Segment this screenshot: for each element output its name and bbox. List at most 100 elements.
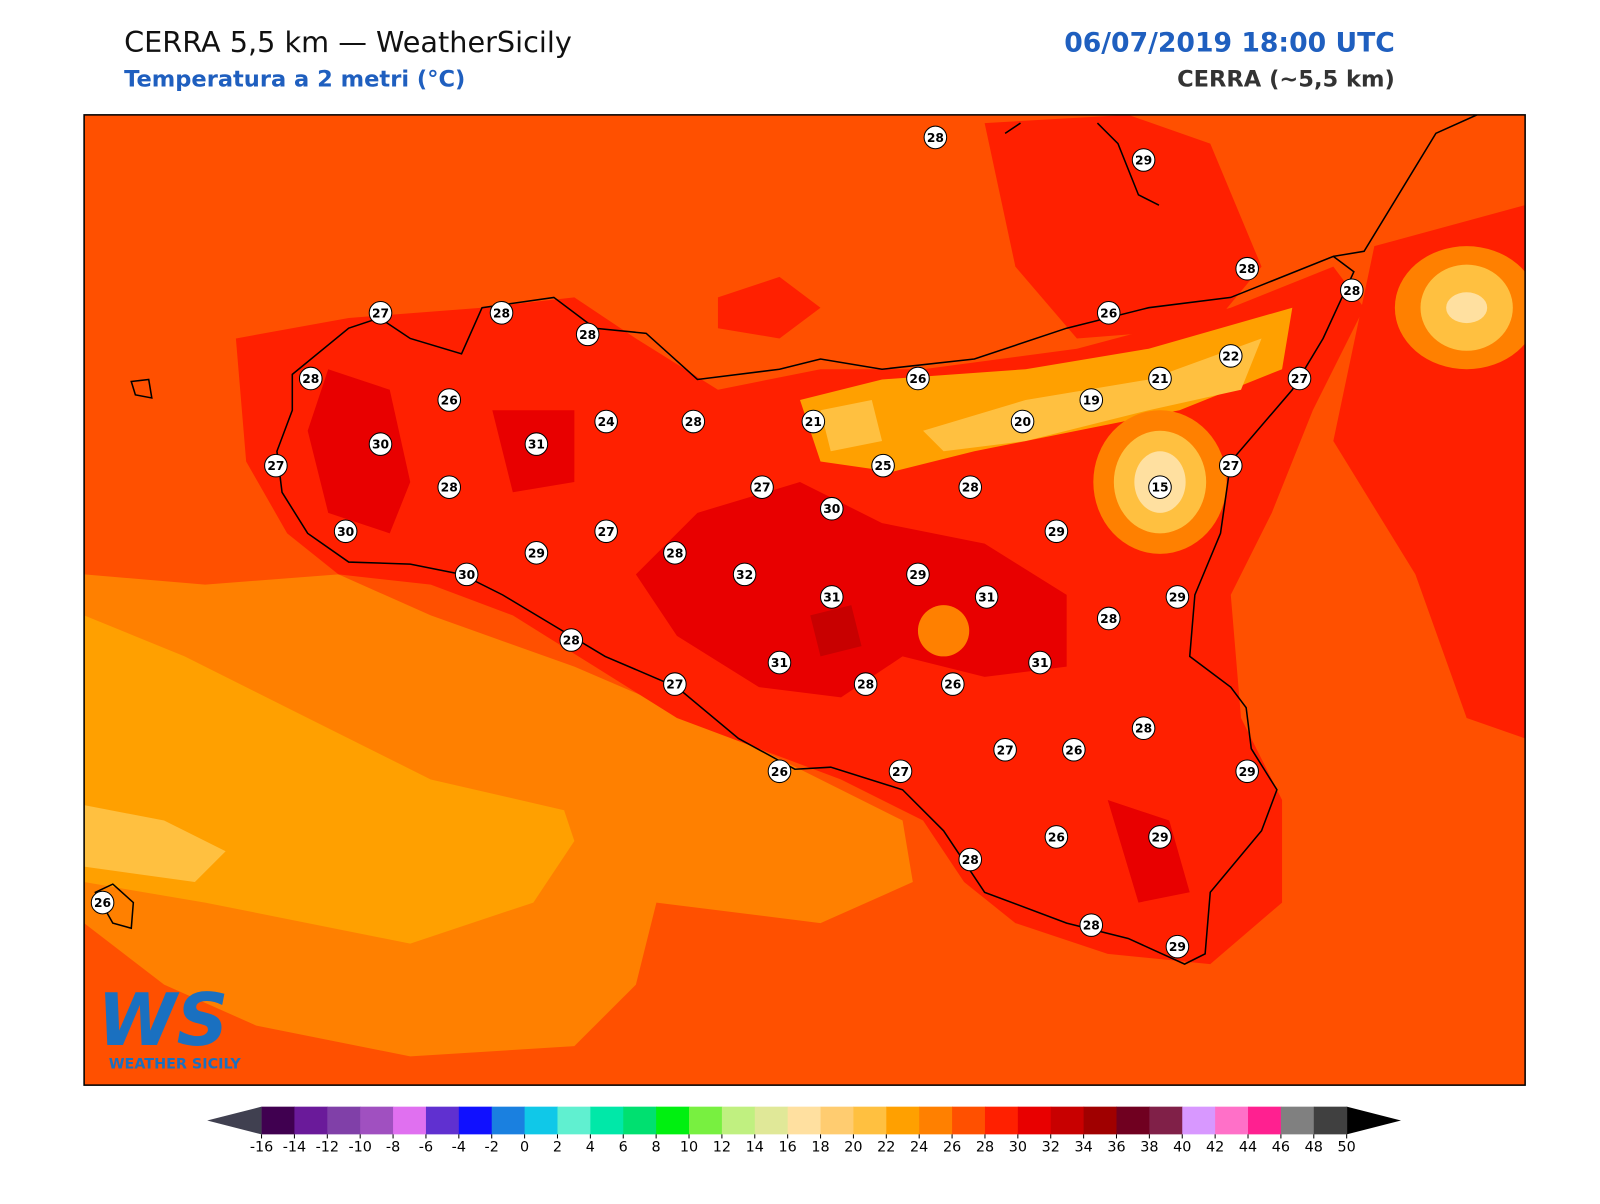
colorbar-tick-label: 42 [1206, 1140, 1224, 1156]
station-value: 21 [805, 415, 822, 429]
station-marker [559, 628, 584, 652]
station-marker [1028, 650, 1052, 675]
colorbar-bin [1215, 1106, 1249, 1135]
colorbar-bin [1050, 1106, 1085, 1135]
colorbar-tick-label: 30 [1009, 1140, 1027, 1156]
station-value: 28 [962, 481, 979, 495]
station: 27 [1287, 366, 1312, 391]
colorbar-bin [1280, 1106, 1315, 1135]
station: 31 [819, 585, 844, 609]
colorbar-bin [623, 1106, 657, 1135]
station: 26 [906, 366, 930, 391]
station: 28 [1131, 716, 1156, 740]
station-marker [1079, 388, 1104, 412]
station-marker [958, 847, 983, 872]
station-marker [437, 388, 462, 412]
station-value: 26 [441, 394, 458, 408]
station: 27 [1218, 453, 1243, 478]
colorbar-tick-label: 12 [713, 1140, 731, 1156]
station: 28 [1096, 606, 1121, 631]
station-value: 28 [685, 415, 702, 429]
colorbar-bin [1149, 1106, 1183, 1135]
colorbar-tick-label: 18 [811, 1140, 829, 1156]
station: 28 [575, 322, 600, 347]
station-value: 27 [1222, 459, 1239, 473]
station: 30 [819, 496, 844, 521]
station-marker [1235, 256, 1259, 281]
station-value: 27 [372, 306, 389, 320]
station-value: 31 [528, 438, 545, 452]
station-value: 27 [267, 459, 284, 473]
station-marker [888, 759, 913, 784]
station-marker [298, 366, 323, 391]
colorbar-bin [425, 1106, 460, 1135]
station-value: 28 [1100, 612, 1117, 626]
station-marker [993, 737, 1017, 762]
station-marker [264, 453, 288, 478]
station-value: 29 [1151, 830, 1168, 844]
station-marker [1339, 278, 1364, 303]
station: 28 [958, 475, 983, 499]
station: 19 [1079, 388, 1104, 412]
colorbar-tick-label: 32 [1042, 1140, 1060, 1156]
colorbar-bin [952, 1106, 986, 1135]
colorbar-bin [656, 1106, 690, 1135]
colorbar-tick-label: 48 [1305, 1140, 1323, 1156]
colorbar-bin [1182, 1106, 1216, 1135]
colorbar-bin [853, 1106, 887, 1135]
station: 27 [264, 453, 288, 478]
station-marker [1218, 344, 1243, 368]
station: 25 [871, 453, 895, 478]
colorbar-tick-label: 16 [779, 1140, 797, 1156]
station-value: 21 [1151, 372, 1168, 386]
station: 24 [594, 409, 618, 434]
station-value: 30 [372, 438, 389, 452]
station: 31 [1028, 650, 1052, 675]
station: 21 [1148, 366, 1172, 391]
station-marker [906, 562, 930, 587]
station-value: 30 [823, 502, 840, 516]
station-marker [871, 453, 895, 478]
station-marker [489, 301, 514, 325]
station: 31 [524, 432, 549, 456]
station-value: 29 [1239, 765, 1256, 779]
colorbar-extend-high [1346, 1106, 1402, 1135]
station-value: 22 [1222, 349, 1239, 363]
station-marker [1096, 606, 1121, 631]
colorbar-tick-label: 4 [586, 1140, 595, 1156]
station-marker [974, 585, 999, 609]
station-marker [923, 125, 948, 150]
station-marker [819, 585, 844, 609]
station-value: 25 [875, 459, 892, 473]
station-marker [90, 890, 115, 915]
station: 31 [974, 585, 999, 609]
station-value: 29 [528, 546, 545, 560]
colorbar-bin [491, 1106, 526, 1135]
logo-mark: WS [97, 978, 228, 1062]
station-value: 28 [1343, 284, 1360, 298]
station-marker [1079, 913, 1104, 937]
station-value: 28 [493, 306, 510, 320]
station-value: 31 [1031, 656, 1048, 670]
colorbar-tick-label: 8 [652, 1140, 661, 1156]
station: 29 [1148, 825, 1172, 849]
colorbar: -16 -14 -12 -10 -8 -6 -4 -2 0 2 4 6 8 10 12 14 16 18 20 22 2… [207, 1106, 1402, 1156]
station-marker [1218, 453, 1243, 478]
station-value: 28 [302, 372, 319, 386]
colorbar-tick-label: 14 [746, 1140, 764, 1156]
station: 27 [594, 519, 618, 544]
station: 26 [767, 759, 792, 784]
station: 32 [732, 562, 757, 587]
colorbar-tick-label: -2 [485, 1140, 499, 1156]
station-value: 27 [997, 743, 1014, 757]
station: 27 [993, 737, 1017, 762]
colorbar-tick-label: 20 [844, 1140, 862, 1156]
colorbar-tick-label: -8 [386, 1140, 400, 1156]
colorbar-bin [919, 1106, 953, 1135]
colorbar-tick-label: 36 [1107, 1140, 1125, 1156]
station-value: 28 [563, 634, 580, 648]
colorbar-tick-label: -12 [316, 1140, 339, 1156]
station-marker [801, 409, 826, 434]
colorbar-tick-label: 22 [877, 1140, 895, 1156]
colorbar-bin [689, 1106, 723, 1135]
